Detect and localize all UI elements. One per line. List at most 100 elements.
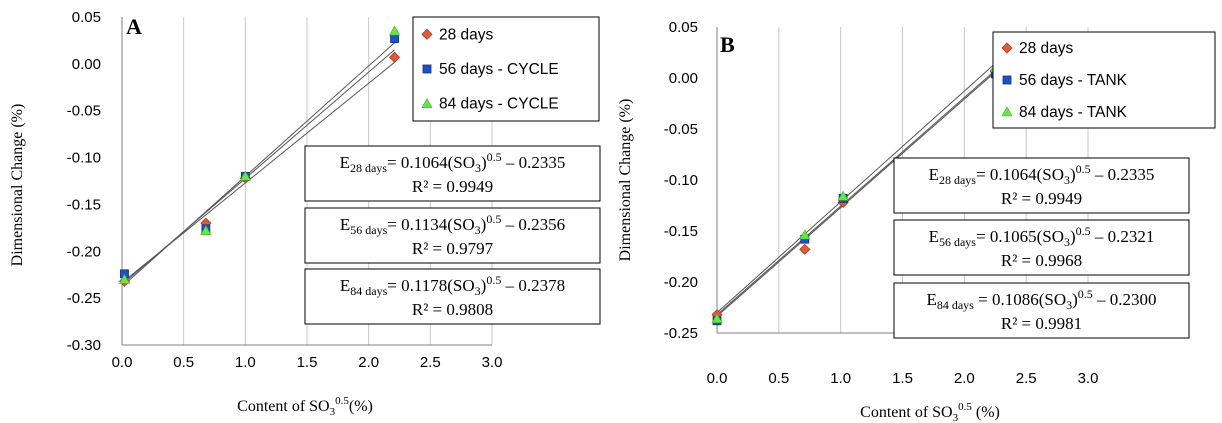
data-point-series-1 xyxy=(390,34,399,43)
trendline-2 xyxy=(716,62,996,313)
y-tick-label: -0.15 xyxy=(67,196,101,213)
r-squared-text: R² = 0.9797 xyxy=(412,239,494,258)
trendline-0 xyxy=(716,71,996,317)
x-tick-label: 1.0 xyxy=(235,354,256,371)
x-tick-label: 1.5 xyxy=(892,370,913,387)
data-point-series-0 xyxy=(389,51,401,63)
equation-paren: ) xyxy=(1070,227,1076,246)
equation-body-subscript: 3 xyxy=(1066,298,1072,312)
y-tick-label: -0.05 xyxy=(67,103,101,120)
equation-text: E56 days= 0.1134(SO3)0.5 – 0.2356 xyxy=(340,212,565,237)
legend-marker-2 xyxy=(421,98,433,108)
legend-label-0: 28 days xyxy=(1019,40,1074,57)
y-axis-label: Dimensional Change (%) xyxy=(9,104,26,267)
x-axis-label: Content of SO30.5 (%) xyxy=(860,401,1000,423)
trendline-2 xyxy=(124,42,395,285)
equation-intercept: – 0.2300 xyxy=(1093,290,1157,309)
data-point-series-2 xyxy=(239,170,251,181)
legend-marker-2 xyxy=(1001,106,1013,117)
r-squared-text: R² = 0.9949 xyxy=(1001,189,1082,208)
equation-box-frame xyxy=(304,207,601,264)
x-tick-label: 0.5 xyxy=(173,354,194,371)
equation-body-subscript: 3 xyxy=(475,161,481,175)
equation-paren: ) xyxy=(481,215,487,234)
equation-superscript: 0.5 xyxy=(486,273,501,287)
data-point-series-2 xyxy=(837,190,849,201)
equation-body-subscript: 3 xyxy=(475,223,481,237)
equation-superscript: 0.5 xyxy=(1076,162,1091,176)
x-axis-label-main: Content of SO xyxy=(237,398,329,415)
x-tick-label: 1.5 xyxy=(297,354,318,371)
legend-marker-1 xyxy=(1002,75,1012,85)
x-tick-label: 3.0 xyxy=(482,354,503,371)
x-axis-label-main: Content of SO xyxy=(860,404,952,421)
y-tick-label: -0.10 xyxy=(664,172,698,189)
y-tick-label: 0.00 xyxy=(669,70,698,87)
x-tick-label: 0.0 xyxy=(112,354,133,371)
equation-intercept: – 0.2356 xyxy=(501,215,565,234)
y-tick-label: 0.05 xyxy=(72,9,101,26)
equation-subscript: 28 days xyxy=(350,161,387,175)
x-axis-label-unit: (%) xyxy=(972,404,1000,421)
chart-panel-b: 0.0 0.5 1.0 1.5 2.0 2.5 3.0 0.05 0.00 -0.05 -0.10 -… xyxy=(617,19,1216,423)
equation-intercept: – 0.2378 xyxy=(501,276,565,295)
legend-marker-0 xyxy=(1001,42,1013,54)
x-tick-label: 2.0 xyxy=(954,370,975,387)
panel-letter: B xyxy=(720,32,735,57)
x-axis-label-unit: (%) xyxy=(349,398,373,415)
equation-text: E56 days= 0.1065(SO3)0.5 – 0.2321 xyxy=(929,224,1155,249)
data-point-series-2 xyxy=(118,273,130,284)
chart-panel-a: 0.0 0.5 1.0 1.5 2.0 2.5 3.0 0.05 0.00 -0.05 -0.10 -… xyxy=(9,9,601,418)
y-tick-label: -0.15 xyxy=(664,223,698,240)
equation-symbol: E xyxy=(929,227,939,246)
equation-body-subscript: 3 xyxy=(475,284,481,298)
legend-marker-0 xyxy=(421,28,433,40)
y-axis-label: Dimensional Change (%) xyxy=(617,99,634,262)
equation-intercept: – 0.2335 xyxy=(502,153,566,172)
equation-body: = 0.1134(SO xyxy=(387,215,474,234)
x-axis-label-subscript: 3 xyxy=(953,412,959,423)
equation-subscript: 84 days xyxy=(937,298,974,312)
x-tick-label: 2.5 xyxy=(1016,370,1037,387)
equation-superscript: 0.5 xyxy=(1078,287,1093,301)
x-axis-label-superscript: 0.5 xyxy=(335,395,349,407)
legend-box xyxy=(992,31,1216,129)
equation-body: = 0.1064(SO xyxy=(387,153,475,172)
legend-marker-1 xyxy=(422,64,432,74)
r-squared-text: R² = 0.9808 xyxy=(412,300,493,319)
equation-intercept: – 0.2321 xyxy=(1091,227,1155,246)
equation-box-0: E28 days= 0.1064(SO3)0.5 – 0.2335 R² = 0.… xyxy=(893,157,1190,214)
equation-box-frame xyxy=(893,219,1190,276)
x-axis-label-subscript: 3 xyxy=(330,406,336,418)
equation-body-subscript: 3 xyxy=(1064,235,1070,249)
equation-box-frame xyxy=(893,282,1190,339)
legend-label-2: 84 days - CYCLE xyxy=(439,96,559,113)
x-tick-label: 1.0 xyxy=(830,370,851,387)
r-squared-text: R² = 0.9949 xyxy=(412,177,493,196)
y-tick-label: -0.10 xyxy=(67,150,101,167)
y-tick-label: -0.20 xyxy=(67,243,101,260)
x-tick-label: 2.0 xyxy=(358,354,379,371)
x-axis-label: Content of SO30.5(%) xyxy=(237,395,373,418)
equation-body-subscript: 3 xyxy=(1064,173,1070,187)
equation-body: = 0.1064(SO xyxy=(976,165,1064,184)
equation-paren: ) xyxy=(1070,165,1076,184)
equation-superscript: 0.5 xyxy=(1076,224,1091,238)
equation-box-2: E84 days = 0.1086(SO3)0.5 – 0.2300 R² = 0… xyxy=(893,282,1190,339)
equation-box-frame xyxy=(304,268,601,325)
equation-symbol: E xyxy=(340,215,350,234)
legend-box xyxy=(412,16,600,122)
equation-superscript: 0.5 xyxy=(486,212,501,226)
r-squared-text: R² = 0.9981 xyxy=(1001,314,1082,333)
equation-text: E84 days= 0.1178(SO3)0.5 – 0.2378 xyxy=(340,273,565,298)
equation-symbol: E xyxy=(926,290,936,309)
data-point-series-2 xyxy=(200,225,212,235)
data-point-series-2 xyxy=(389,25,401,36)
y-tick-label: -0.25 xyxy=(67,290,101,307)
equation-superscript: 0.5 xyxy=(487,150,502,164)
equation-subscript: 28 days xyxy=(939,173,976,187)
equation-box-frame xyxy=(893,157,1190,214)
equation-box-2: E84 days= 0.1178(SO3)0.5 – 0.2378 R² = 0.… xyxy=(304,268,601,325)
x-axis-label-superscript: 0.5 xyxy=(958,401,972,413)
